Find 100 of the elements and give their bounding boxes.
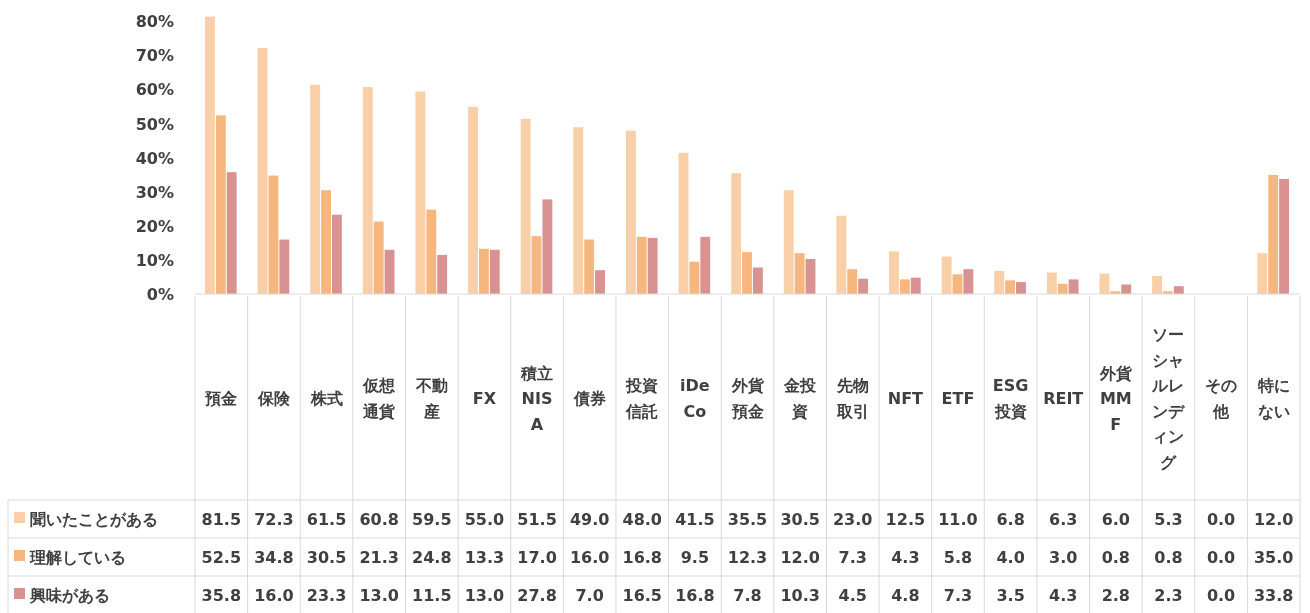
data-label: 4.8 (891, 586, 920, 605)
x-tick-label: 預金 (204, 389, 238, 408)
bar (310, 84, 321, 294)
bar (415, 91, 426, 294)
data-label: 0.8 (1154, 548, 1183, 567)
data-label: 16.5 (622, 586, 662, 605)
y-tick-label: 50% (135, 114, 174, 134)
data-label: 0.8 (1101, 548, 1131, 567)
data-label: 7.0 (575, 586, 604, 605)
bar (847, 269, 858, 294)
data-label: 13.0 (464, 586, 505, 605)
bar (1016, 282, 1026, 294)
bar (994, 270, 1005, 294)
data-label: 7.3 (943, 586, 973, 605)
data-label: 55.0 (464, 510, 505, 529)
data-label: 4.3 (891, 548, 920, 567)
x-tick-label: ソーシャルレンディング (1151, 325, 1187, 472)
data-label: 5.8 (943, 548, 973, 567)
x-tick-label: ESG投資 (992, 376, 1029, 421)
bar (531, 236, 542, 294)
data-label: 3.5 (996, 586, 1025, 605)
bar (731, 173, 742, 294)
bar (373, 221, 384, 294)
y-tick-label: 20% (135, 216, 174, 236)
bar (215, 115, 226, 294)
data-label: 4.3 (1049, 586, 1078, 605)
data-label: 12.3 (727, 548, 768, 567)
y-tick-label: 0% (146, 284, 174, 304)
data-label: 13.3 (464, 548, 505, 567)
data-label: 0.0 (1206, 586, 1236, 605)
data-label: 35.0 (1253, 548, 1294, 567)
legend-label: 興味がある (29, 586, 110, 605)
bar (941, 256, 952, 294)
y-tick-label: 10% (135, 250, 174, 270)
bar (1173, 286, 1184, 294)
x-tick-label: その他 (1205, 376, 1238, 421)
data-label: 4.0 (996, 548, 1025, 567)
data-label: 12.0 (1253, 510, 1294, 529)
y-tick-label: 70% (135, 46, 174, 66)
data-label: 23.3 (306, 586, 347, 605)
x-tick-label: 債券 (572, 389, 606, 408)
bar (1046, 272, 1057, 294)
data-label: 81.5 (201, 510, 242, 529)
data-label: 16.0 (254, 586, 294, 605)
bar (836, 215, 847, 294)
legend-label: 理解している (29, 548, 126, 567)
bar (1121, 284, 1132, 294)
data-label: 59.5 (412, 510, 452, 529)
bar (647, 237, 658, 294)
data-label: 51.5 (517, 510, 557, 529)
data-label: 10.3 (780, 586, 820, 605)
data-label: 4.5 (838, 586, 867, 605)
bar (1257, 253, 1268, 294)
bar (625, 130, 636, 294)
bar (742, 252, 752, 294)
x-tick-label: NFT (887, 389, 924, 408)
bar (542, 199, 553, 294)
bar (437, 254, 448, 294)
y-tick-label: 40% (135, 148, 174, 168)
data-label: 52.5 (201, 548, 242, 567)
bar (678, 152, 689, 294)
data-label: 12.5 (885, 510, 926, 529)
legend-label: 聞いたことがある (30, 510, 158, 529)
data-label: 7.8 (733, 586, 762, 605)
bar (279, 239, 290, 294)
data-label: 35.5 (727, 510, 768, 529)
bar (478, 248, 489, 294)
bar (489, 249, 500, 294)
x-tick-label: 金投資 (783, 376, 818, 421)
bar (426, 209, 437, 294)
bar (226, 172, 237, 294)
bar (963, 269, 974, 294)
data-label: 11.0 (938, 510, 978, 529)
bar (1068, 279, 1079, 294)
data-label: 9.5 (680, 548, 710, 567)
data-label: 16.8 (622, 548, 662, 567)
data-label: 2.3 (1154, 586, 1183, 605)
data-label: 33.8 (1253, 586, 1294, 605)
bar (268, 175, 279, 294)
x-tick-label: 保険 (256, 389, 291, 408)
data-label: 24.8 (412, 548, 452, 567)
x-tick-label: ETF (941, 389, 975, 408)
data-label: 12.0 (780, 548, 820, 567)
bar (910, 277, 921, 294)
data-label: 6.0 (1101, 510, 1131, 529)
data-label: 6.3 (1049, 510, 1078, 529)
bar (1268, 174, 1279, 294)
x-tick-label: 株式 (309, 389, 343, 408)
bar (362, 87, 373, 294)
data-label: 48.0 (622, 510, 662, 529)
bar (257, 48, 268, 294)
data-label: 0.0 (1206, 548, 1236, 567)
data-label: 11.5 (412, 586, 452, 605)
data-label: 16.0 (569, 548, 610, 567)
data-label: 2.8 (1101, 586, 1131, 605)
data-label: 35.8 (201, 586, 242, 605)
x-tick-label: iDeCo (680, 376, 710, 421)
bar (595, 270, 605, 294)
x-tick-label: 投資信託 (625, 376, 659, 421)
data-label: 30.5 (306, 548, 347, 567)
